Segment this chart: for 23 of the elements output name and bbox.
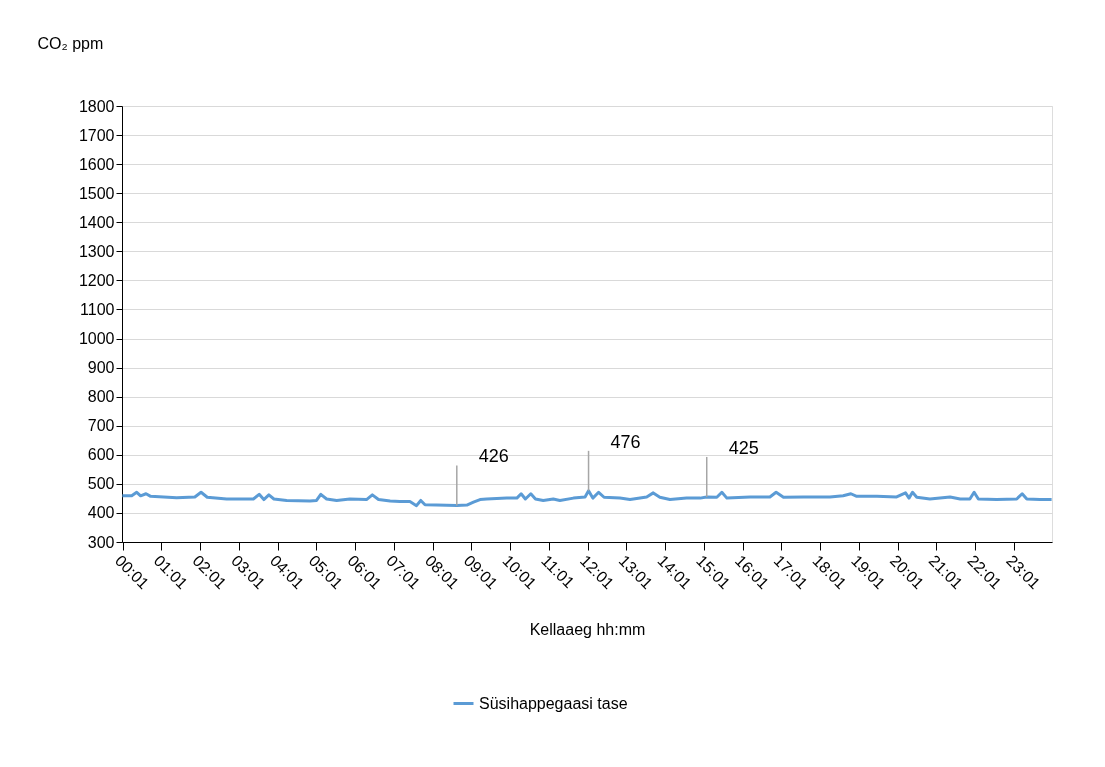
y-tick-label: 700 xyxy=(87,417,115,435)
y-tick-label: 1700 xyxy=(78,126,115,144)
y-tick-label: 400 xyxy=(87,504,115,522)
y-tick-label: 1600 xyxy=(78,155,115,173)
y-tick-label: 1200 xyxy=(78,271,115,289)
annotation: 426 xyxy=(478,446,509,467)
y-tick-label: 300 xyxy=(87,533,115,551)
y-axis-title: CO₂ ppm xyxy=(37,34,104,52)
x-axis-title: Kellaaeg hh:mm xyxy=(529,621,646,639)
y-tick-label: 900 xyxy=(87,359,115,377)
line-series xyxy=(120,489,1054,508)
y-tick-label: 1500 xyxy=(78,184,115,202)
annotation: 476 xyxy=(610,431,641,452)
y-tick-label: 1000 xyxy=(78,330,115,348)
y-tick-label: 1400 xyxy=(78,213,115,231)
legend-label: Süsihappegaasi tase xyxy=(479,694,628,712)
y-tick-label: 1300 xyxy=(78,242,115,260)
y-tick-label: 500 xyxy=(87,475,115,493)
y-tick-label: 600 xyxy=(87,446,115,464)
y-tick-label: 800 xyxy=(87,388,115,406)
annotation: 425 xyxy=(728,437,759,458)
y-tick-label: 1100 xyxy=(80,300,115,318)
y-tick-label: 1800 xyxy=(78,97,115,115)
